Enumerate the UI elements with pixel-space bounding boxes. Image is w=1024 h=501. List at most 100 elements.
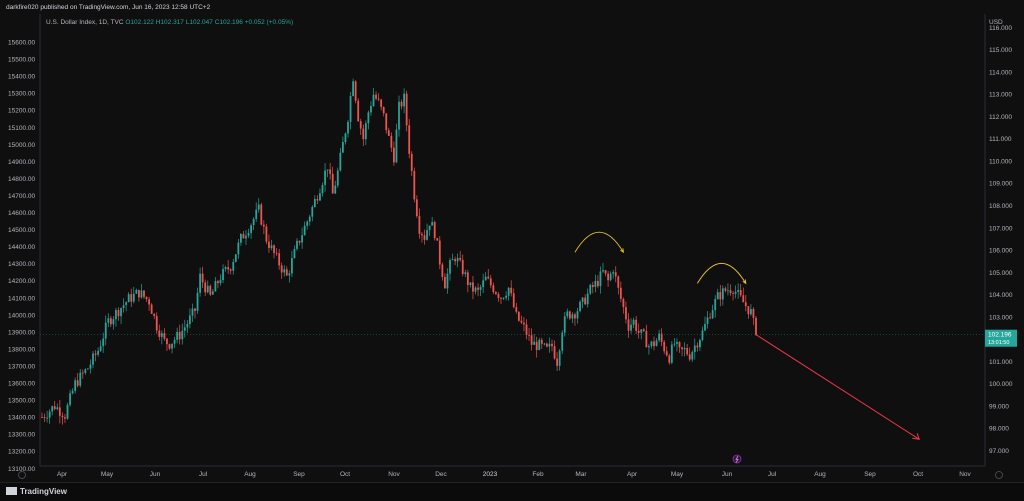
candle-body: [293, 248, 296, 259]
candle-body: [658, 333, 660, 341]
candle-body: [405, 93, 408, 126]
candle-body: [546, 343, 548, 347]
candle: [428, 225, 431, 236]
candle-body: [339, 152, 342, 171]
candle-body: [298, 240, 301, 243]
candle-body: [362, 128, 365, 140]
candle: [390, 132, 393, 152]
candle-body: [380, 99, 383, 107]
candle: [336, 167, 339, 188]
candle-body: [734, 291, 737, 294]
candle-body: [617, 276, 620, 288]
candle-body: [635, 319, 638, 331]
candle: [561, 330, 564, 355]
publish-line: darkfire020 published on TradingView.com…: [6, 4, 211, 11]
candle: [678, 341, 681, 353]
left-axis-tick: 14200.00: [8, 278, 35, 285]
candle-body: [214, 281, 217, 292]
candle-body: [625, 307, 627, 320]
candle: [612, 269, 615, 279]
candle: [155, 312, 158, 334]
candle-body: [89, 364, 92, 369]
left-axis-tick: 13600.00: [8, 381, 35, 388]
candle: [734, 285, 737, 299]
candle: [546, 342, 548, 348]
candle-body: [704, 323, 706, 331]
candle: [288, 270, 291, 283]
candle-body: [571, 314, 574, 319]
x-axis-tick: Sep: [293, 471, 305, 478]
arc-arrowhead: [742, 279, 747, 285]
candle-body: [92, 353, 94, 365]
candle-body: [372, 94, 375, 107]
candle-body: [472, 282, 474, 292]
right-axis-tick: 106.000: [989, 248, 1013, 255]
candle-body: [196, 292, 199, 311]
candle: [41, 412, 43, 419]
candle-body: [517, 311, 520, 321]
candle: [683, 342, 686, 357]
candle: [227, 260, 230, 274]
candle: [446, 268, 449, 294]
candle: [507, 287, 510, 301]
candle-body: [173, 339, 176, 344]
candle: [319, 188, 321, 202]
candle-body: [408, 125, 411, 154]
symbol-name[interactable]: U.S. Dollar Index, 1D, TVC: [46, 19, 124, 26]
candle-body: [591, 284, 594, 288]
candle-body: [691, 352, 694, 360]
candle-body: [716, 292, 719, 300]
candle: [122, 298, 125, 313]
candle-body: [273, 245, 275, 253]
candle-body: [324, 170, 326, 185]
candle: [571, 312, 574, 324]
candle: [46, 410, 48, 423]
candle-body: [163, 333, 166, 339]
candle: [380, 98, 383, 111]
candle-body: [176, 331, 179, 340]
x-axis-tick: Mar: [575, 471, 587, 478]
candle-body: [199, 273, 201, 293]
candle: [301, 227, 303, 249]
candle-body: [505, 295, 507, 298]
candle-body: [747, 306, 750, 315]
candle-body: [497, 293, 500, 298]
left-axis-tick: 13900.00: [8, 329, 35, 336]
candle: [423, 229, 426, 245]
candle-body: [69, 393, 71, 405]
candle: [421, 231, 423, 243]
candle: [515, 303, 518, 314]
left-axis-tick: 13100.00: [8, 466, 35, 473]
candle-body: [750, 309, 752, 315]
right-axis-tick: 113.000: [989, 92, 1012, 99]
candle-body: [390, 135, 393, 148]
candle-body: [46, 417, 48, 419]
candle: [74, 377, 77, 394]
candles: [41, 78, 757, 425]
candle-body: [191, 308, 194, 316]
candle: [58, 400, 61, 424]
candle: [143, 290, 145, 300]
candle-body: [370, 106, 372, 113]
candle: [456, 253, 459, 268]
candle: [622, 297, 625, 314]
candle-body: [265, 226, 268, 242]
candle-body: [599, 271, 602, 287]
candle-body: [250, 225, 252, 233]
candle: [97, 347, 99, 357]
candle-body: [326, 169, 329, 171]
candle-body: [81, 372, 84, 374]
candle-body: [444, 276, 446, 289]
candle: [640, 329, 643, 340]
candle-body: [670, 344, 673, 363]
candle: [347, 119, 349, 138]
candle: [140, 283, 143, 299]
candle-body: [130, 294, 133, 302]
candle-body: [533, 341, 536, 345]
candle-body: [138, 289, 140, 298]
candle-body: [724, 288, 727, 291]
candle: [732, 291, 734, 301]
candle: [92, 351, 94, 369]
candle: [324, 163, 326, 192]
